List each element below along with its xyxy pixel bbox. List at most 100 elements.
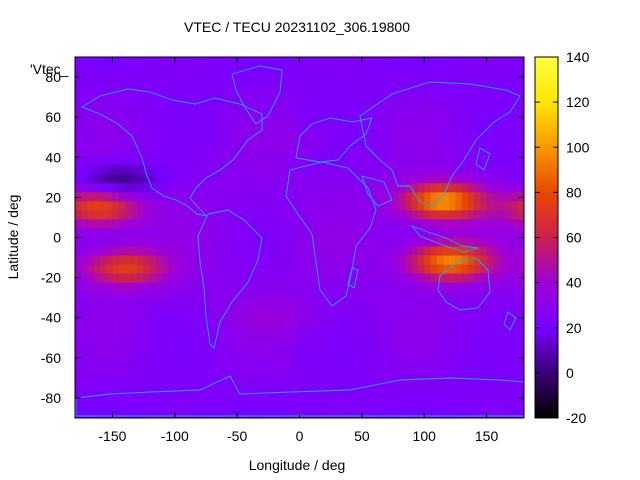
heatmap-cell	[99, 84, 107, 94]
heatmap-cell	[349, 192, 357, 203]
heatmap-cell	[311, 390, 319, 401]
heatmap-cell	[131, 219, 138, 230]
heatmap-cell	[380, 354, 388, 365]
heatmap-cell	[193, 102, 201, 112]
heatmap-cell	[137, 57, 145, 67]
heatmap-cell	[199, 354, 207, 365]
heatmap-cell	[399, 102, 407, 112]
heatmap-cell	[99, 102, 107, 112]
heatmap-cell	[424, 210, 432, 221]
heatmap-cell	[118, 354, 126, 365]
heatmap-cell	[499, 354, 506, 365]
heatmap-cell	[212, 228, 220, 239]
heatmap-cell	[143, 102, 151, 112]
heatmap-cell	[237, 102, 244, 112]
heatmap-cell	[499, 408, 506, 418]
heatmap-cell	[505, 183, 513, 193]
heatmap-cell	[449, 309, 457, 320]
heatmap-cell	[505, 129, 513, 139]
heatmap-cell	[380, 66, 388, 76]
heatmap-cell	[131, 183, 138, 193]
heatmap-cell	[131, 237, 138, 248]
heatmap-cell	[399, 354, 407, 365]
heatmap-cell	[99, 336, 107, 347]
heatmap-cell	[274, 309, 282, 320]
heatmap-cell	[293, 120, 301, 130]
heatmap-cell	[449, 219, 457, 230]
heatmap-cell	[168, 111, 176, 121]
heatmap-cell	[517, 138, 524, 148]
heatmap-cell	[143, 372, 151, 383]
heatmap-cell	[517, 246, 524, 257]
heatmap-cell	[486, 66, 494, 76]
heatmap-cell	[424, 111, 432, 121]
heatmap-cell	[318, 174, 326, 184]
heatmap-cell	[461, 345, 469, 356]
heatmap-cell	[318, 408, 326, 418]
heatmap-cell	[499, 165, 506, 175]
heatmap-cell	[455, 354, 463, 365]
heatmap-cell	[93, 309, 101, 320]
heatmap-cell	[424, 390, 432, 401]
heatmap-cell	[212, 309, 220, 320]
colorbar-tick-label: 60	[566, 230, 582, 246]
heatmap-cell	[436, 273, 444, 284]
heatmap-cell	[442, 147, 450, 157]
heatmap-cell	[131, 363, 138, 374]
heatmap-cell	[474, 300, 481, 311]
heatmap-cell	[299, 210, 307, 221]
heatmap-cell	[81, 237, 89, 248]
heatmap-cell	[174, 183, 182, 193]
heatmap-cell	[305, 399, 313, 410]
heatmap-cell	[262, 84, 269, 94]
heatmap-cell	[237, 408, 244, 418]
heatmap-cell	[393, 318, 400, 329]
heatmap-cell	[168, 309, 176, 320]
heatmap-cell	[361, 192, 369, 203]
heatmap-cell	[249, 291, 257, 302]
heatmap-cell	[268, 228, 276, 239]
heatmap-cell	[118, 111, 126, 121]
heatmap-cell	[193, 237, 201, 248]
heatmap-cell	[237, 192, 244, 203]
heatmap-cell	[430, 264, 438, 275]
heatmap-cell	[162, 183, 170, 193]
heatmap-cell	[205, 192, 213, 203]
heatmap-cell	[436, 390, 444, 401]
heatmap-cell	[511, 210, 519, 221]
heatmap-cell	[486, 201, 494, 212]
heatmap-cell	[212, 75, 220, 85]
heatmap-cell	[417, 138, 425, 148]
heatmap-cell	[336, 93, 344, 103]
heatmap-cell	[118, 381, 126, 392]
heatmap-cell	[374, 336, 382, 347]
heatmap-cell	[305, 93, 313, 103]
heatmap-cell	[262, 336, 269, 347]
heatmap-cell	[287, 291, 294, 302]
heatmap-cell	[374, 327, 382, 338]
heatmap-cell	[399, 282, 407, 293]
heatmap-cell	[230, 102, 238, 112]
heatmap-cell	[393, 165, 400, 175]
heatmap-cell	[93, 237, 101, 248]
heatmap-cell	[205, 219, 213, 230]
heatmap-cell	[106, 399, 114, 410]
heatmap-cell	[343, 219, 350, 230]
coastline-australia	[437, 257, 491, 311]
heatmap-cell	[380, 156, 388, 166]
heatmap-cell	[474, 111, 481, 121]
heatmap-cell	[181, 192, 188, 203]
heatmap-cell	[411, 156, 419, 166]
heatmap-cell	[243, 210, 251, 221]
heatmap-cell	[124, 183, 132, 193]
heatmap-cell	[517, 345, 524, 356]
heatmap-cell	[442, 246, 450, 257]
heatmap-cell	[75, 291, 82, 302]
heatmap-cell	[274, 399, 282, 410]
heatmap-cell	[149, 183, 157, 193]
heatmap-cell	[287, 57, 294, 67]
heatmap-cell	[474, 192, 481, 203]
heatmap-cell	[517, 111, 524, 121]
heatmap-cell	[149, 219, 157, 230]
heatmap-cell	[374, 246, 382, 257]
